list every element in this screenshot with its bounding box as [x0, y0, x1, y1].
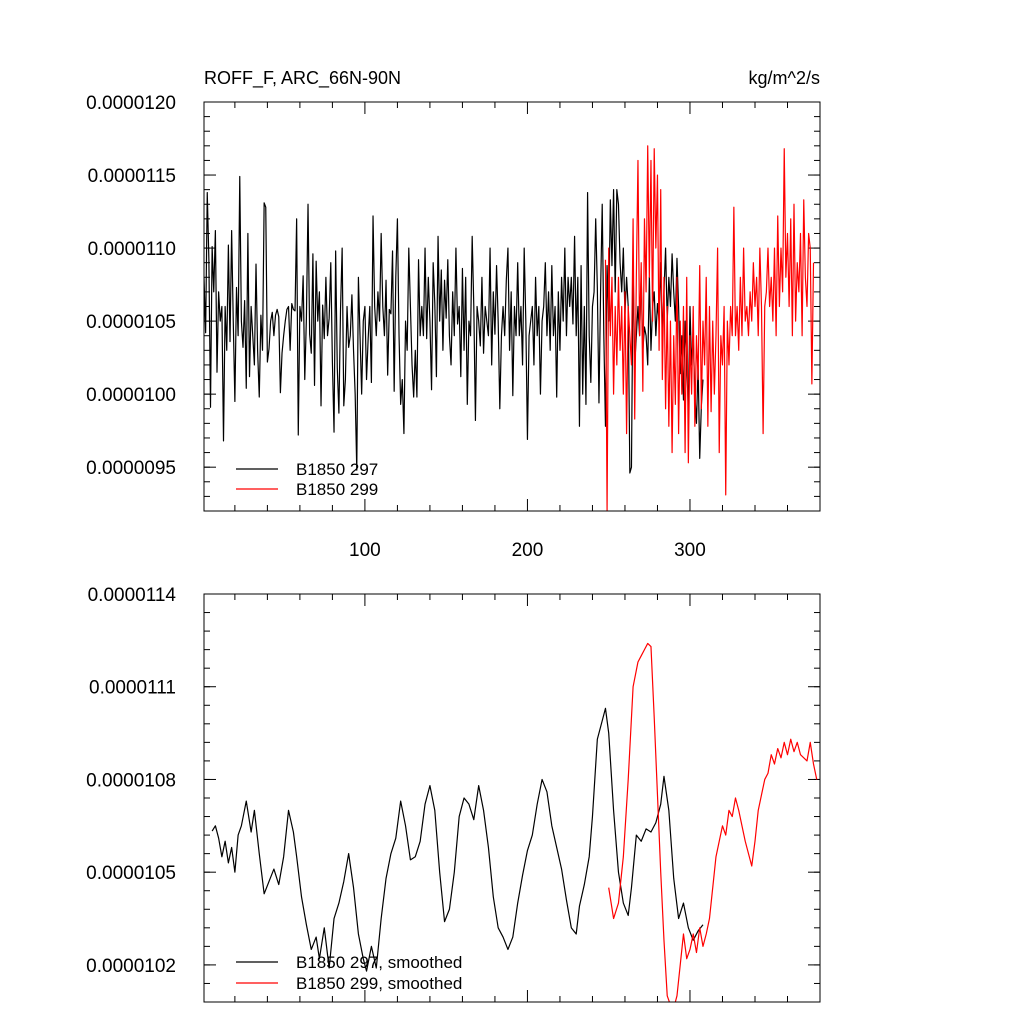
- y-tick-label: 0.0000105: [86, 863, 176, 884]
- y-tick-label: 0.0000110: [88, 239, 176, 260]
- top-panel-frame: [203, 101, 821, 512]
- top-panel-series: [204, 145, 815, 511]
- legend-label-1: B1850 299, smoothed: [296, 974, 462, 993]
- bottom-panel-series: [211, 642, 818, 1002]
- legend-label-0: B1850 297, smoothed: [296, 953, 462, 972]
- series-line-0: [204, 175, 704, 474]
- x-tick-label: 300: [674, 540, 706, 561]
- bottom-panel-legend: B1850 297, smoothed B1850 299, smoothed: [236, 953, 462, 993]
- bottom-panel: 0.0000102 0.0000105 0.0000108 0.0000111 0.00…: [86, 585, 821, 1003]
- y-tick-label: 0.0000102: [86, 956, 176, 977]
- top-panel-units: kg/m^2/s: [749, 68, 820, 88]
- top-panel-title: ROFF_F, ARC_66N-90N: [204, 68, 401, 89]
- legend-label-1: B1850 299: [296, 480, 378, 499]
- y-tick-label: 0.0000114: [88, 585, 177, 606]
- bottom-panel-axes: 0.0000102 0.0000105 0.0000108 0.0000111 0.00…: [86, 585, 821, 1003]
- bottom-panel-frame: [203, 593, 821, 1003]
- y-tick-label: 0.0000115: [88, 166, 176, 187]
- x-tick-label: 200: [512, 540, 544, 561]
- y-tick-label: 0.0000108: [86, 770, 176, 791]
- legend-label-0: B1850 297: [296, 460, 378, 479]
- series-line-1: [608, 642, 818, 1002]
- y-tick-label: 0.0000120: [86, 93, 176, 114]
- series-line-0: [211, 707, 704, 972]
- top-panel-axes: 0.0000095 0.0000100 0.0000105 0.0000110 0.00…: [86, 93, 821, 561]
- y-tick-label: 0.0000100: [86, 385, 176, 406]
- series-line-1: [604, 145, 815, 511]
- y-tick-label: 0.0000111: [89, 678, 176, 699]
- y-tick-label: 0.0000105: [86, 312, 176, 333]
- x-tick-label: 100: [349, 540, 381, 561]
- top-panel: ROFF_F, ARC_66N-90N kg/m^2/s 0.00000950.…: [86, 68, 821, 561]
- y-tick-label: 0.0000095: [86, 458, 176, 479]
